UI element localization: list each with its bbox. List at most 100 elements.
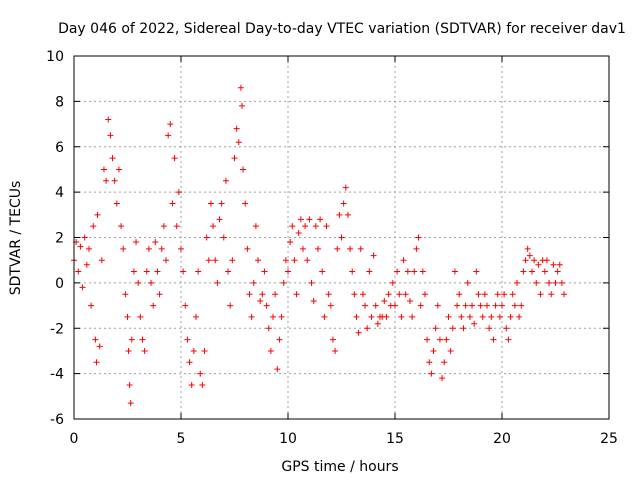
data-point bbox=[503, 325, 510, 332]
data-point bbox=[406, 298, 413, 305]
data-point bbox=[432, 325, 439, 332]
data-point bbox=[127, 400, 134, 407]
data-point bbox=[342, 184, 349, 191]
data-point bbox=[332, 347, 339, 354]
data-point bbox=[278, 313, 285, 320]
data-point bbox=[299, 245, 306, 252]
data-point bbox=[263, 302, 270, 309]
data-point bbox=[238, 102, 245, 109]
data-point bbox=[126, 381, 133, 388]
data-point bbox=[160, 223, 167, 230]
data-point bbox=[430, 347, 437, 354]
data-point bbox=[100, 166, 107, 173]
data-point bbox=[400, 257, 407, 264]
data-point bbox=[257, 298, 264, 305]
data-point bbox=[456, 291, 463, 298]
data-point bbox=[389, 279, 396, 286]
data-point bbox=[135, 279, 142, 286]
data-point bbox=[233, 125, 240, 132]
x-tick-label: 20 bbox=[493, 431, 511, 447]
data-point bbox=[222, 177, 229, 184]
x-tick-label: 15 bbox=[386, 431, 404, 447]
data-point bbox=[180, 268, 187, 275]
data-point bbox=[280, 279, 287, 286]
data-point bbox=[554, 268, 561, 275]
data-point bbox=[321, 313, 328, 320]
data-point bbox=[293, 291, 300, 298]
data-point bbox=[205, 257, 212, 264]
data-point bbox=[248, 313, 255, 320]
data-point bbox=[197, 370, 204, 377]
data-point bbox=[516, 313, 523, 320]
data-point bbox=[242, 200, 249, 207]
data-point bbox=[188, 381, 195, 388]
data-point bbox=[143, 268, 150, 275]
data-point bbox=[518, 302, 525, 309]
data-point bbox=[310, 298, 317, 305]
data-point bbox=[246, 291, 253, 298]
data-point bbox=[543, 257, 550, 264]
data-point bbox=[96, 343, 103, 350]
data-point bbox=[421, 291, 428, 298]
data-point bbox=[295, 229, 302, 236]
data-point bbox=[458, 313, 465, 320]
data-point bbox=[75, 268, 82, 275]
data-point bbox=[441, 359, 448, 366]
data-point bbox=[499, 302, 505, 309]
data-point bbox=[77, 243, 84, 250]
data-point bbox=[464, 279, 471, 286]
data-point bbox=[359, 291, 366, 298]
data-point bbox=[466, 313, 473, 320]
data-point bbox=[201, 347, 208, 354]
data-point bbox=[267, 347, 274, 354]
data-point bbox=[413, 245, 420, 252]
data-point bbox=[133, 239, 140, 246]
data-point bbox=[276, 336, 283, 343]
data-point bbox=[124, 313, 131, 320]
data-point bbox=[398, 313, 405, 320]
y-tick-label: 8 bbox=[55, 94, 64, 110]
data-point bbox=[428, 370, 435, 377]
data-point bbox=[436, 336, 443, 343]
data-point bbox=[93, 359, 100, 366]
data-point bbox=[139, 336, 146, 343]
data-point bbox=[349, 268, 356, 275]
x-axis-label: GPS time / hours bbox=[281, 459, 398, 475]
data-point bbox=[128, 336, 135, 343]
data-point bbox=[411, 268, 418, 275]
data-point bbox=[125, 347, 132, 354]
data-point bbox=[319, 268, 326, 275]
data-point bbox=[469, 302, 476, 309]
data-point bbox=[471, 320, 478, 327]
data-point bbox=[259, 291, 266, 298]
data-point bbox=[150, 302, 157, 309]
data-point bbox=[285, 268, 291, 275]
data-point bbox=[195, 268, 202, 275]
data-point bbox=[526, 252, 533, 259]
data-point bbox=[362, 302, 369, 309]
data-point bbox=[340, 200, 347, 207]
data-point bbox=[113, 200, 120, 207]
data-point bbox=[372, 302, 379, 309]
data-point bbox=[473, 268, 480, 275]
data-point bbox=[347, 245, 354, 252]
data-point bbox=[528, 268, 535, 275]
data-point bbox=[338, 234, 345, 241]
data-point bbox=[252, 223, 259, 230]
data-point bbox=[250, 279, 257, 286]
data-point bbox=[90, 223, 97, 230]
data-point bbox=[439, 375, 446, 382]
data-point bbox=[424, 336, 431, 343]
data-point bbox=[443, 336, 450, 343]
data-point bbox=[148, 279, 155, 286]
data-point bbox=[302, 223, 309, 230]
data-point bbox=[107, 132, 114, 139]
data-point bbox=[210, 223, 217, 230]
data-point bbox=[165, 132, 172, 139]
data-point bbox=[175, 189, 182, 196]
data-point bbox=[216, 216, 223, 223]
data-point bbox=[115, 166, 122, 173]
data-point bbox=[353, 313, 360, 320]
data-point bbox=[83, 261, 90, 268]
data-point bbox=[265, 325, 272, 332]
